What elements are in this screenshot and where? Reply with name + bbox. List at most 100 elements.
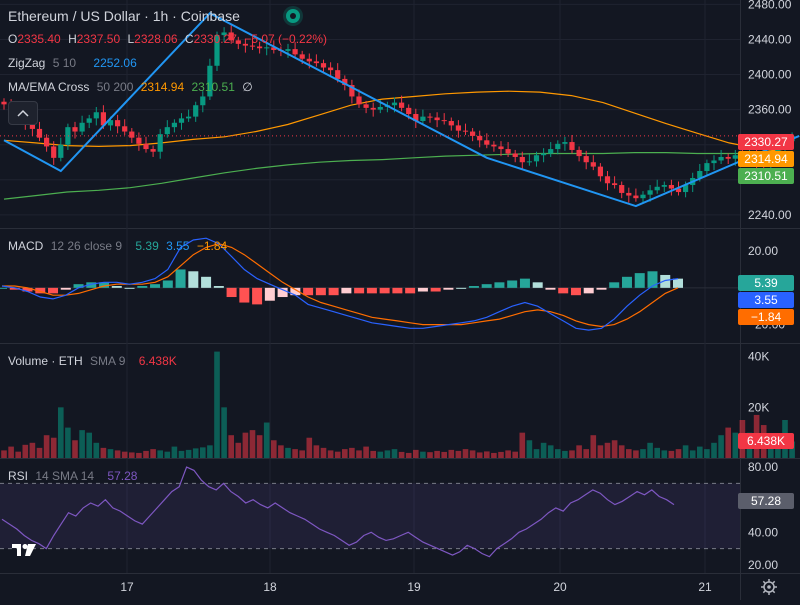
volume-bar xyxy=(633,450,639,458)
candle-body xyxy=(370,107,376,110)
volume-bar xyxy=(185,449,192,458)
volume-bar xyxy=(86,432,92,458)
candle-body xyxy=(136,137,142,144)
open-label: O xyxy=(8,32,18,46)
candle-body xyxy=(399,102,405,108)
macd-histogram-bar xyxy=(239,287,250,303)
volume-bar xyxy=(647,442,653,458)
volume-bar xyxy=(65,427,71,458)
candle-body xyxy=(228,32,234,41)
volume-bar xyxy=(405,452,412,458)
macd-histogram-bar xyxy=(137,286,148,288)
volume-bar xyxy=(192,448,199,458)
macd-histogram-bar xyxy=(621,276,632,288)
candle-body xyxy=(533,155,540,162)
macd-histogram-bar xyxy=(405,287,416,294)
x-axis-tick-label: 21 xyxy=(698,580,712,594)
volume-bar xyxy=(235,442,242,458)
rsi-axis-tick-label: 40.00 xyxy=(748,525,778,539)
candle-body xyxy=(58,144,64,158)
macd-histogram-bar xyxy=(468,286,479,288)
rsi-name: RSI xyxy=(8,469,29,483)
macd-histogram-bar xyxy=(417,287,428,292)
volume-bar xyxy=(732,432,739,458)
volume-bar xyxy=(292,449,298,458)
symbol-title[interactable]: Ethereum / US Dollar · 1h · Coinbase xyxy=(8,8,240,24)
signal-line xyxy=(2,243,679,328)
ma-slow-badge: 2310.51 xyxy=(738,168,794,184)
macd-histogram-bar xyxy=(673,278,683,288)
volume-bar xyxy=(569,450,575,458)
x-axis-tick-label: 20 xyxy=(553,580,567,594)
candle-body xyxy=(576,149,582,157)
rsi-line xyxy=(1,466,675,558)
candle-body xyxy=(597,166,603,177)
ma-ema-params: 50 200 xyxy=(96,80,134,94)
candle-body xyxy=(427,116,433,118)
candle-body xyxy=(164,127,170,135)
rsi-badge: 57.28 xyxy=(738,493,794,509)
candle-body xyxy=(115,120,121,127)
y-axis-tick-label: 2400.00 xyxy=(748,68,792,82)
volume-bar xyxy=(356,450,362,458)
candle-body xyxy=(491,144,497,147)
zigzag-legend[interactable]: ZigZag 5 10 2252.06 xyxy=(8,56,141,70)
volume-bar xyxy=(448,449,455,458)
volume-bar xyxy=(242,432,249,458)
candle-body xyxy=(633,195,639,199)
volume-badge: 6.438K xyxy=(738,433,794,449)
macd-histogram-bar xyxy=(519,278,530,288)
macd-histogram-bar xyxy=(481,284,492,288)
candle-body xyxy=(150,149,156,152)
ma-ema-name: MA/EMA Cross xyxy=(8,80,90,94)
volume-bar xyxy=(150,449,156,458)
macd-legend[interactable]: MACD 12 26 close 9 5.39 3.55 −1.84 xyxy=(8,239,231,253)
volume-bar xyxy=(413,449,419,458)
volume-bar xyxy=(93,442,100,458)
candle-body xyxy=(612,183,618,186)
volume-bar xyxy=(718,435,724,458)
volume-bar xyxy=(43,435,50,458)
macd-histogram-bar xyxy=(507,280,518,288)
candle-body xyxy=(186,116,192,119)
candle-body xyxy=(718,156,724,161)
macd-value: 5.39 xyxy=(135,239,159,253)
volume-bar xyxy=(207,445,213,458)
volume-bar xyxy=(249,430,256,458)
volume-bar xyxy=(164,451,171,458)
rsi-axis-tick-label: 80.00 xyxy=(748,460,778,474)
ma-fast-value: 2314.94 xyxy=(140,80,185,94)
volume-bar xyxy=(22,444,29,458)
zigzag-value: 2252.06 xyxy=(93,56,137,70)
tradingview-logo-icon[interactable] xyxy=(8,538,40,562)
volume-legend[interactable]: Volume · ETH SMA 9 6.438K xyxy=(8,354,181,368)
candle-body xyxy=(477,135,483,141)
gear-icon[interactable] xyxy=(760,578,778,596)
candle-body xyxy=(349,85,355,97)
zigzag-line xyxy=(3,11,800,208)
macd-histogram-bar xyxy=(226,287,237,298)
volume-value: 6.438K xyxy=(138,354,177,368)
market-status-icon[interactable] xyxy=(286,9,300,23)
collapse-legend-button[interactable] xyxy=(8,101,38,125)
candle-body xyxy=(72,127,78,132)
candle-body xyxy=(335,70,341,79)
macd-histogram-bar xyxy=(175,269,186,288)
ma-fast-badge: 2314.94 xyxy=(738,151,794,167)
volume-bar xyxy=(171,446,178,458)
candle-body xyxy=(704,163,710,171)
candle-body xyxy=(235,40,241,44)
volume-bar xyxy=(618,445,625,458)
volume-name: Volume · ETH xyxy=(8,354,83,368)
rsi-legend[interactable]: RSI 14 SMA 14 57.28 xyxy=(8,469,141,483)
macd-histogram-bar xyxy=(392,287,403,294)
macd-histogram-bar xyxy=(379,287,390,294)
macd-histogram-bar xyxy=(290,287,301,296)
volume-bar xyxy=(1,450,7,458)
volume-bar xyxy=(327,450,334,458)
volume-bar xyxy=(29,442,36,458)
ma-ema-legend[interactable]: MA/EMA Cross 50 200 2314.94 2310.51 ∅ xyxy=(8,80,257,94)
high-label: H xyxy=(68,32,77,46)
